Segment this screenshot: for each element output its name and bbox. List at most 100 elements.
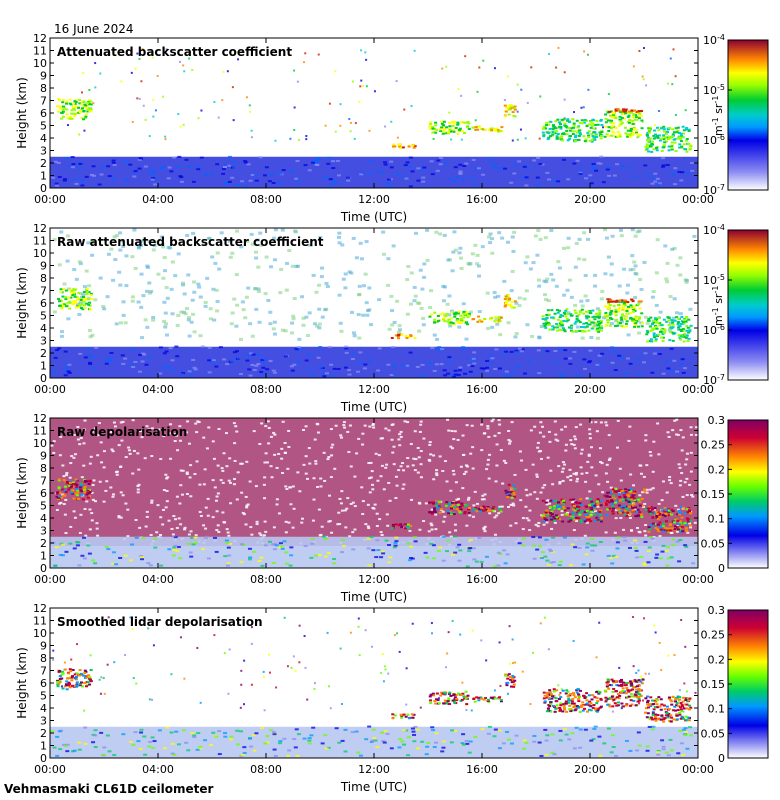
cloud-cell [588,139,592,142]
heat-cell [83,356,88,359]
heat-cell [54,545,59,548]
heat-cell [633,547,638,550]
heat-cell [140,558,145,561]
heat-cell [275,503,279,506]
heat-cell [53,160,58,163]
heat-cell [207,359,212,362]
cloud-cell [555,137,559,140]
heat-cell [532,734,537,737]
cloud-cell [653,317,657,320]
heat-cell [255,353,260,356]
heat-cell [62,475,66,478]
heat-cell [377,454,381,457]
heat-cell [446,361,451,364]
cloud-cell [658,139,662,142]
heat-cell [182,64,185,67]
cloud-cell [671,319,675,322]
heat-cell [67,372,72,375]
heat-cell [231,160,236,163]
heat-cell [644,524,648,527]
cloud-cell [673,319,677,322]
heat-cell [227,239,232,243]
heat-cell [573,265,578,269]
heat-cell [499,684,502,687]
heat-cell [622,528,626,531]
heat-cell [508,442,512,445]
cloud-cell [665,130,669,133]
cloud-cell [640,109,644,112]
heat-cell [511,638,514,641]
cloud-cell [576,512,580,515]
cloud-cell [595,119,599,122]
cloud-cell [584,322,588,325]
cloud-cell [545,317,549,320]
heat-cell [176,545,181,548]
cloud-cell [80,490,84,493]
heat-cell [506,240,511,244]
heat-cell [366,537,371,540]
heat-cell [134,67,137,70]
heat-cell [579,299,584,303]
heat-cell [195,431,199,434]
heat-cell [406,264,411,268]
heat-cell [537,450,541,453]
heat-cell [398,328,403,332]
heat-cell [442,233,447,237]
heat-cell [398,433,402,436]
cloud-cell [463,512,467,515]
heat-cell [55,184,60,187]
heat-cell [643,617,646,620]
heat-cell [172,753,177,756]
cloud-cell [614,135,618,138]
heat-cell [607,434,611,437]
heat-cell [494,317,499,321]
heat-cell [514,734,519,737]
heat-cell [498,423,502,426]
heat-cell [412,457,416,460]
x-tick-label: 00:00 [682,193,714,206]
cloud-cell [555,326,559,329]
cloud-cell [507,483,511,486]
heat-cell [432,454,436,457]
heat-cell [217,428,221,431]
cloud-cell [646,331,650,334]
cloud-cell [630,498,634,501]
heat-cell [139,243,144,247]
cloud-cell [65,113,69,116]
heat-cell [684,645,687,648]
cloud-cell [61,304,65,307]
heat-cell [226,531,230,534]
heat-cell [612,700,615,703]
heat-cell [296,346,301,349]
heat-cell [420,363,425,366]
cloud-cell [444,504,448,507]
cloud-cell [682,335,686,338]
cloud-cell [496,129,500,132]
cloud-cell [594,134,598,137]
heat-cell [539,457,543,460]
heat-cell [451,553,456,556]
heat-cell [509,350,514,353]
heat-cell [170,359,175,362]
cloud-cell [68,116,72,119]
heat-cell [190,537,195,540]
heat-cell [642,475,646,478]
cloud-cell [448,125,452,128]
cloud-cell [606,319,610,322]
heat-cell [215,529,219,532]
heat-cell [585,299,590,303]
cloud-cell [440,126,444,129]
heat-cell [331,160,336,163]
heat-cell [65,259,70,263]
heat-cell [151,318,156,322]
heat-cell [450,729,455,732]
heat-cell [501,742,506,745]
heat-cell [273,433,277,436]
heat-cell [414,458,418,461]
cloud-cell [55,105,59,108]
cloud-cell [503,298,507,301]
heat-cell [516,110,519,113]
cloud-cell [451,322,455,325]
heat-cell [289,137,292,140]
cloud-cell [611,505,615,508]
